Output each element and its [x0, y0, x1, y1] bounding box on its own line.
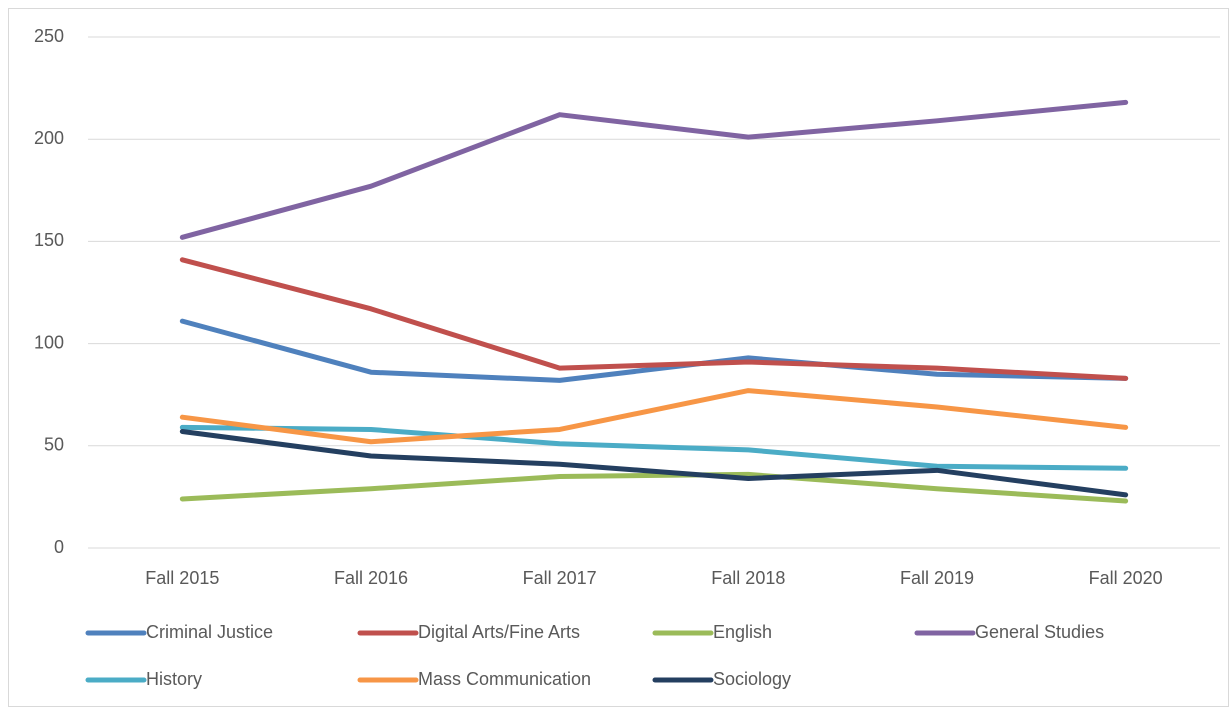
y-tick-label: 50 — [44, 435, 64, 455]
series-line — [179, 388, 1129, 445]
series-line — [179, 99, 1129, 240]
legend-label: History — [146, 669, 202, 689]
legend-label: Mass Communication — [418, 669, 591, 689]
legend-label: General Studies — [975, 622, 1104, 642]
y-tick-label: 100 — [34, 332, 64, 352]
series-line — [179, 471, 1129, 504]
x-tick-label: Fall 2015 — [145, 568, 219, 588]
x-tick-label: Fall 2018 — [711, 568, 785, 588]
y-tick-label: 0 — [54, 537, 64, 557]
series-line — [179, 257, 1129, 381]
y-tick-label: 250 — [34, 26, 64, 46]
legend-label: Sociology — [713, 669, 791, 689]
x-tick-label: Fall 2019 — [900, 568, 974, 588]
series-line — [179, 424, 1129, 471]
series-line — [179, 428, 1129, 498]
x-tick-label: Fall 2017 — [523, 568, 597, 588]
legend-label: Digital Arts/Fine Arts — [418, 622, 580, 642]
x-tick-label: Fall 2016 — [334, 568, 408, 588]
y-tick-label: 200 — [34, 128, 64, 148]
series-line — [179, 318, 1129, 383]
legend-label: English — [713, 622, 772, 642]
legend-label: Criminal Justice — [146, 622, 273, 642]
chart-border — [8, 8, 1229, 707]
x-tick-label: Fall 2020 — [1089, 568, 1163, 588]
y-tick-label: 150 — [34, 230, 64, 250]
